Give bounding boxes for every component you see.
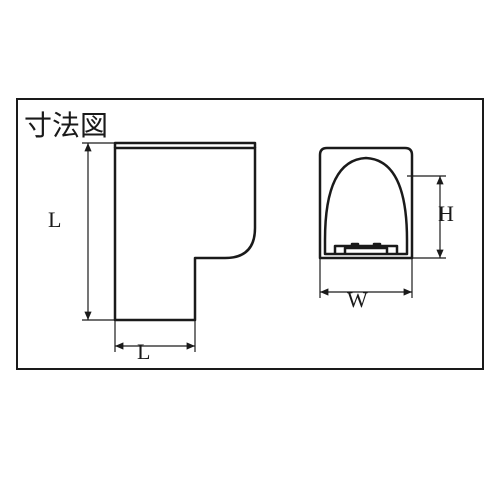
dim-label-W: W [347, 287, 368, 313]
dim-label-L-vertical: L [48, 207, 61, 233]
left-part-outline [115, 148, 255, 320]
diagram-canvas: 寸法図 L L W H [0, 0, 500, 500]
right-part-outline [320, 148, 412, 258]
dim-label-L-horizontal: L [137, 339, 150, 365]
right-part-arch [325, 158, 407, 254]
dim-label-H: H [438, 201, 454, 227]
diagram-svg [0, 0, 500, 500]
